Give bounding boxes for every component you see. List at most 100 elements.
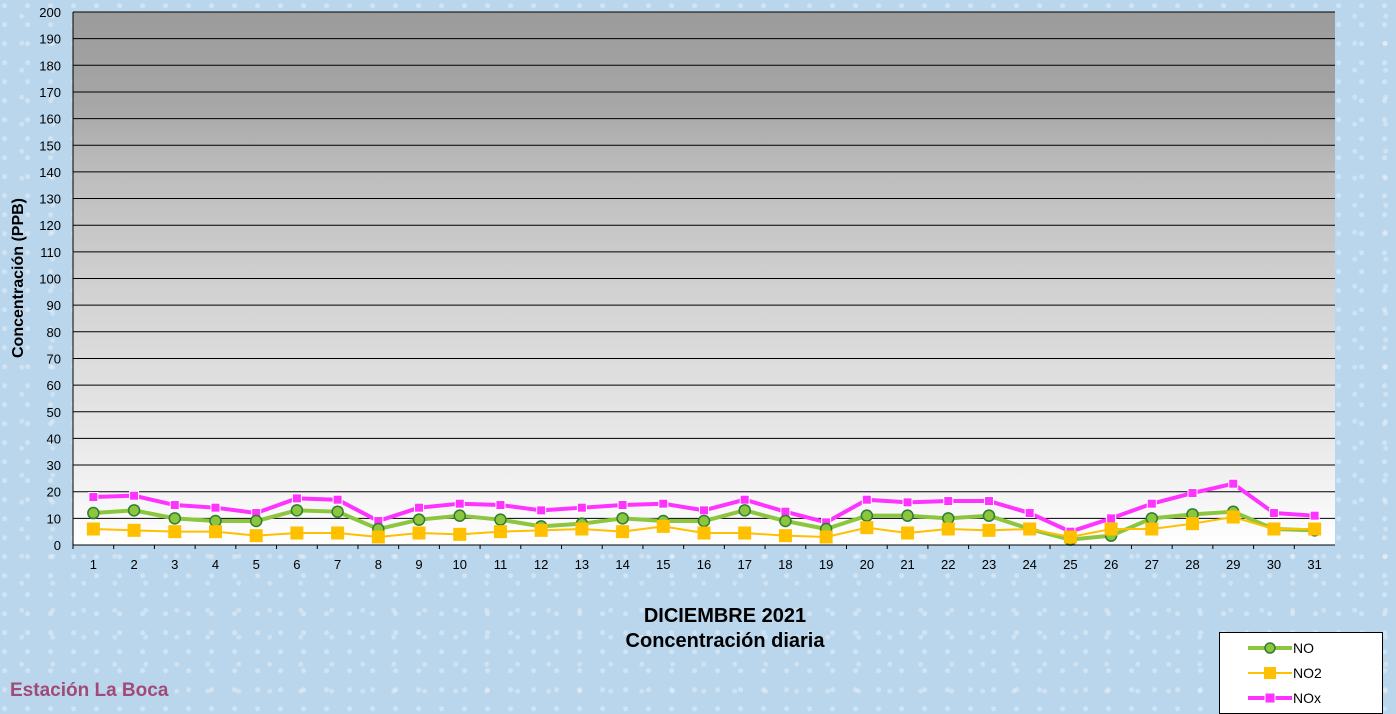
y-tick-label: 110 [40, 245, 61, 260]
data-point-no2 [86, 522, 100, 536]
data-point-nox [861, 494, 872, 505]
x-tick-label: 15 [656, 557, 670, 572]
x-tick-label: 5 [253, 557, 260, 572]
x-tick-label: 14 [615, 557, 629, 572]
legend-item-no2: NO2 [1220, 662, 1382, 686]
x-tick-label: 22 [941, 557, 955, 572]
data-point-nox [1309, 510, 1320, 521]
x-tick-label: 21 [900, 557, 914, 572]
y-axis-label: Concentración (PPB) [10, 198, 27, 358]
data-point-nox [414, 502, 425, 513]
data-point-no2 [412, 526, 426, 540]
data-point-no [331, 505, 344, 518]
gridlines [73, 11, 1335, 519]
x-tick-label: 4 [212, 557, 219, 572]
data-point-no2 [208, 525, 222, 539]
data-point-nox [210, 502, 221, 513]
x-tick-label: 20 [860, 557, 874, 572]
data-point-no2 [1104, 522, 1118, 536]
y-tick-label: 90 [47, 298, 61, 313]
data-point-no [860, 509, 874, 522]
y-tick-label: 60 [47, 378, 61, 393]
data-point-no2 [331, 526, 345, 540]
x-tick-label: 2 [130, 557, 137, 572]
data-point-nox [1146, 498, 1157, 509]
legend-label-no2: NO2 [1293, 665, 1322, 681]
data-point-nox [291, 493, 302, 504]
data-point-no2 [860, 521, 874, 535]
data-point-no [616, 512, 629, 525]
data-point-no2 [1186, 517, 1200, 531]
x-tick-label: 29 [1226, 557, 1240, 572]
y-tick-label: 80 [47, 325, 61, 340]
y-tick-label: 160 [39, 112, 61, 127]
data-point-nox [658, 498, 669, 509]
y-tick-label: 30 [47, 458, 61, 473]
data-point-nox [169, 500, 180, 511]
data-point-no2 [575, 522, 589, 536]
y-tick-label: 120 [39, 218, 61, 233]
x-tick-label: 1 [90, 557, 97, 572]
y-tick-label: 40 [47, 431, 61, 446]
data-point-no2 [697, 526, 711, 540]
data-point-no [779, 514, 792, 528]
x-tick-label: 30 [1267, 557, 1281, 572]
data-point-nox [1228, 478, 1239, 489]
data-point-no2 [168, 525, 182, 539]
x-tick-label: 31 [1307, 557, 1321, 572]
data-point-no [453, 509, 466, 522]
chart: 0102030405060708090100110120130140150160… [10, 5, 1335, 572]
data-point-no2 [371, 530, 385, 544]
data-point-no [901, 509, 914, 522]
x-tick-label: 3 [171, 557, 178, 572]
legend-marker-nox [1248, 692, 1292, 704]
series-lines [86, 478, 1322, 546]
data-point-no2 [1063, 530, 1077, 544]
x-tick-label: 26 [1104, 557, 1118, 572]
legend-marker-no2 [1248, 667, 1292, 679]
data-point-no [127, 504, 141, 517]
y-tick-label: 150 [39, 138, 61, 153]
data-point-no [290, 504, 304, 517]
data-point-no2 [901, 526, 915, 540]
x-tick-label: 18 [778, 557, 792, 572]
y-tick-label: 10 [47, 511, 61, 526]
y-tick-label: 0 [54, 538, 61, 553]
y-tick-label: 130 [39, 192, 61, 207]
data-point-no [738, 504, 751, 517]
y-tick-label: 20 [47, 485, 61, 500]
chart-subtitle: Concentración diaria [625, 630, 825, 652]
data-point-no [412, 513, 426, 526]
data-point-no2 [534, 523, 548, 537]
data-point-nox [699, 505, 709, 516]
data-point-no2 [127, 523, 141, 537]
legend-label-no: NO [1293, 640, 1314, 656]
x-tick-label: 6 [293, 557, 300, 572]
data-point-no2 [249, 529, 263, 543]
data-point-nox [902, 497, 913, 508]
data-point-no [942, 512, 955, 525]
data-point-nox [332, 494, 343, 505]
data-point-no2 [616, 525, 630, 539]
x-tick-label: 8 [375, 557, 382, 572]
legend-item-no: NO [1220, 637, 1382, 661]
x-tick-label: 28 [1185, 557, 1199, 572]
x-tick-label: 11 [494, 557, 508, 572]
data-point-no2 [1308, 522, 1322, 536]
data-point-nox [576, 502, 587, 513]
y-tick-label: 180 [39, 58, 61, 73]
data-point-no2 [493, 525, 507, 539]
data-point-no2 [738, 526, 752, 540]
data-point-no2 [290, 526, 304, 540]
y-tick-label: 100 [39, 272, 61, 287]
data-point-no [209, 514, 222, 528]
data-point-no2 [1145, 522, 1159, 536]
data-point-no [168, 512, 182, 525]
data-point-nox [454, 498, 465, 509]
data-point-no2 [1226, 510, 1240, 524]
x-tick-label: 25 [1063, 557, 1077, 572]
legend-item-nox: NOx [1220, 687, 1382, 711]
y-tick-label: 170 [39, 85, 61, 100]
x-tick-labels: 1 2 3 4 5 6 7 8 9 10 11 12 13 14 15 16 17 18 19 20 21 22 23 24 2… [72, 545, 1322, 572]
data-point-no2 [1267, 522, 1281, 536]
